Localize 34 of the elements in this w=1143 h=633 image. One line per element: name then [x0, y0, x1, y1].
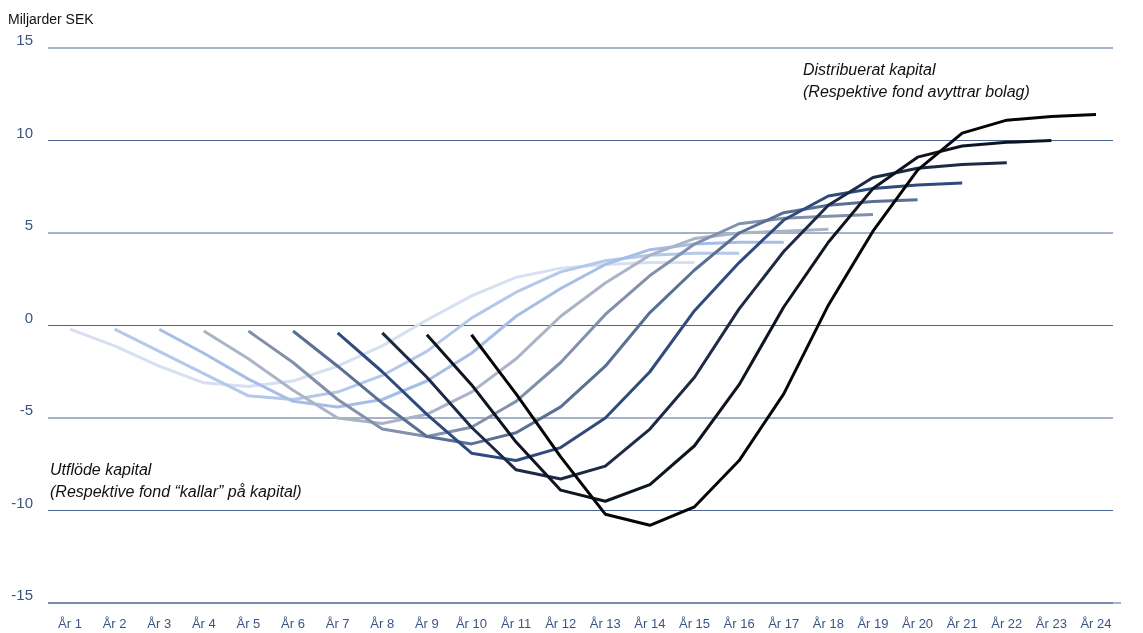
x-tick-label: År 17: [768, 616, 800, 631]
y-tick-label: -10: [11, 493, 33, 511]
x-tick-label: År 3: [147, 616, 172, 631]
y-axis-title: Miljarder SEK: [8, 11, 95, 27]
x-tick-label: År 10: [455, 616, 488, 631]
x-tick-label: År 5: [236, 616, 261, 631]
x-tick-label: År 19: [857, 616, 889, 631]
x-tick-label: År 24: [1080, 616, 1112, 631]
x-tick-label: År 22: [991, 616, 1023, 631]
x-tick-label: År 8: [370, 616, 395, 631]
x-tick-label: År 16: [723, 616, 755, 631]
x-tick-label: År 21: [946, 616, 978, 631]
x-tick-label: År 12: [545, 616, 577, 631]
x-tick-label: År 4: [191, 616, 216, 631]
x-tick-label: År 11: [501, 616, 532, 631]
y-tick-label: -15: [11, 586, 33, 603]
x-tick-label: År 23: [1035, 616, 1067, 631]
y-tick-label: 15: [16, 31, 33, 48]
x-tick-label: År 9: [414, 616, 439, 631]
x-tick-label: År 14: [634, 616, 666, 631]
y-tick-label: 0: [24, 308, 33, 326]
x-tick-label: År 20: [902, 616, 934, 631]
y-tick-label: 10: [16, 123, 33, 141]
x-tick-label: År 18: [812, 616, 844, 631]
annotation: Distribuerat kapital (Respektive fond avyttrar bolag): [803, 61, 1030, 100]
x-tick-label: År 13: [589, 616, 621, 631]
x-tick-label: År 2: [102, 616, 127, 631]
x-tick-label: År 7: [325, 616, 350, 631]
x-tick-label: År 6: [281, 616, 305, 631]
y-tick-label: 5: [24, 216, 33, 233]
x-tick-label: År 15: [678, 616, 711, 631]
y-tick-label: -5: [19, 401, 33, 418]
annotation: Utflöde kapital (Respektive fond “kallar” på kapital): [50, 461, 302, 500]
x-tick-label: År 1: [58, 616, 82, 631]
